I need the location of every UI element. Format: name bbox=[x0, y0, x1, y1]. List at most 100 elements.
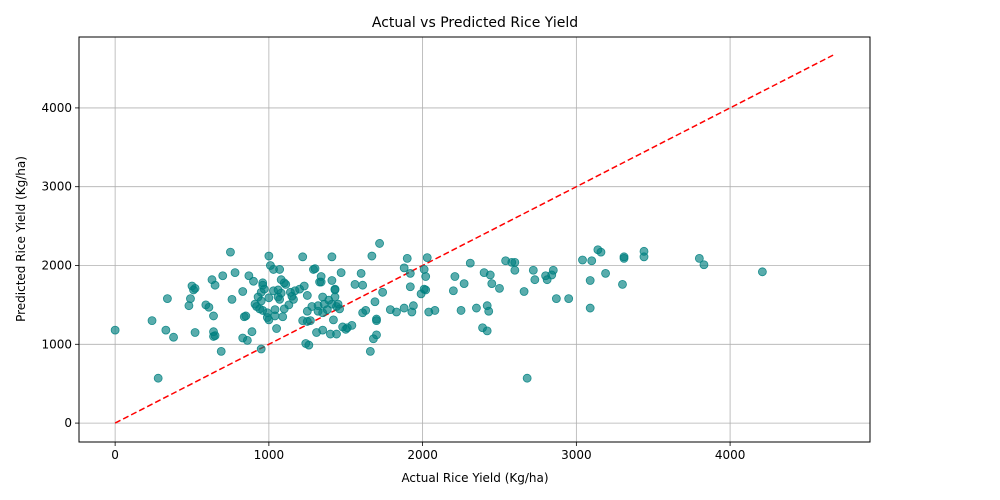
chart-title: Actual vs Predicted Rice Yield bbox=[372, 15, 578, 31]
scatter-point bbox=[316, 277, 326, 287]
scatter-point bbox=[238, 287, 248, 296]
scatter-point bbox=[596, 247, 606, 257]
scatter-point bbox=[484, 306, 494, 316]
x-tick-label: 4000 bbox=[715, 448, 746, 462]
plot-frame bbox=[78, 36, 871, 443]
scatter-point bbox=[110, 325, 120, 335]
scatter-point bbox=[372, 314, 381, 324]
scatter-point bbox=[619, 254, 629, 263]
scatter-point bbox=[585, 303, 595, 313]
scatter-point bbox=[757, 267, 767, 277]
scatter-point bbox=[278, 312, 288, 322]
scatter-point bbox=[408, 301, 418, 311]
scatter-point bbox=[448, 286, 458, 296]
scatter-point bbox=[249, 276, 258, 286]
scatter-point bbox=[430, 306, 440, 315]
scatter-point bbox=[305, 316, 315, 326]
scatter-point bbox=[169, 332, 178, 342]
x-tick-label: 3000 bbox=[561, 448, 592, 462]
scatter-point bbox=[551, 294, 561, 303]
scatter-point bbox=[318, 325, 328, 335]
scatter-point bbox=[495, 283, 504, 293]
scatter-point bbox=[578, 255, 587, 265]
scatter-point bbox=[530, 275, 540, 285]
scatter-point bbox=[356, 268, 366, 278]
scatter-point bbox=[259, 284, 269, 294]
scatter-point bbox=[405, 268, 415, 278]
scatter-point bbox=[522, 373, 532, 383]
scatter-point bbox=[304, 340, 314, 350]
scatter-point bbox=[276, 288, 286, 298]
scatter-point bbox=[161, 325, 171, 335]
scatter-point bbox=[241, 311, 251, 321]
scatter-point bbox=[421, 272, 431, 281]
scatter-point bbox=[230, 268, 240, 277]
data-points bbox=[110, 239, 767, 383]
scatter-point bbox=[299, 281, 309, 291]
scatter-point bbox=[419, 265, 429, 274]
scatter-point bbox=[519, 287, 529, 296]
scatter-point bbox=[335, 304, 344, 314]
scatter-point bbox=[587, 256, 597, 266]
scatter-point bbox=[190, 328, 200, 337]
x-tick-label: 1000 bbox=[254, 448, 285, 462]
scatter-point bbox=[275, 265, 285, 274]
scatter-point bbox=[210, 331, 220, 341]
scatter-point bbox=[450, 272, 460, 281]
scatter-point bbox=[302, 291, 312, 300]
scatter-point bbox=[358, 280, 368, 290]
scatter-point bbox=[329, 315, 338, 325]
scatter-point bbox=[399, 303, 409, 313]
scatter-point bbox=[347, 320, 357, 330]
gridlines bbox=[79, 37, 870, 442]
scatter-point bbox=[247, 327, 257, 337]
scatter-point bbox=[272, 324, 281, 333]
scatter-point bbox=[204, 302, 214, 312]
scatter-point bbox=[270, 311, 280, 321]
scatter-point bbox=[327, 252, 337, 262]
scatter-point bbox=[163, 294, 172, 303]
scatter-point bbox=[510, 265, 520, 275]
scatter-point bbox=[392, 307, 401, 317]
scatter-point bbox=[186, 294, 195, 303]
scatter-point bbox=[399, 263, 409, 273]
scatter-point bbox=[465, 258, 475, 268]
scatter-point bbox=[456, 306, 466, 315]
scatter-point bbox=[367, 251, 377, 261]
scatter-point bbox=[365, 346, 375, 356]
scatter-point bbox=[482, 326, 492, 336]
scatter-point bbox=[264, 315, 274, 325]
scatter-point bbox=[298, 252, 308, 262]
scatter-point bbox=[585, 276, 595, 285]
scatter-point bbox=[422, 253, 432, 263]
scatter-point bbox=[184, 301, 194, 311]
scatter-point bbox=[421, 285, 431, 295]
scatter-point bbox=[350, 280, 360, 289]
scatter-point bbox=[548, 265, 558, 275]
scatter-point bbox=[242, 335, 252, 345]
scatter-point bbox=[487, 279, 497, 289]
scatter-point bbox=[147, 316, 157, 326]
scatter-point bbox=[216, 346, 226, 356]
y-axis-label: Predicted Rice Yield (Kg/ha) bbox=[14, 156, 28, 322]
y-tick-label: 1000 bbox=[41, 337, 72, 351]
scatter-point bbox=[209, 311, 218, 321]
y-tick-label: 0 bbox=[64, 416, 72, 430]
scatter-point bbox=[226, 247, 235, 257]
ideal-fit-line bbox=[114, 54, 834, 424]
scatter-point bbox=[375, 239, 384, 248]
scatter-point bbox=[378, 287, 388, 297]
scatter-point bbox=[336, 268, 346, 277]
scatter-point bbox=[618, 280, 627, 289]
scatter-point bbox=[694, 254, 704, 263]
scatter-point bbox=[264, 251, 274, 261]
scatter-point bbox=[153, 373, 163, 383]
scatter-point bbox=[190, 283, 200, 293]
scatter-point bbox=[472, 303, 481, 313]
scatter-point bbox=[372, 330, 381, 340]
y-axis-ticks: 0 1000 2000 3000 4000 bbox=[41, 101, 79, 430]
y-tick-label: 4000 bbox=[41, 101, 72, 115]
scatter-point bbox=[459, 279, 469, 289]
scatter-point bbox=[310, 264, 320, 274]
